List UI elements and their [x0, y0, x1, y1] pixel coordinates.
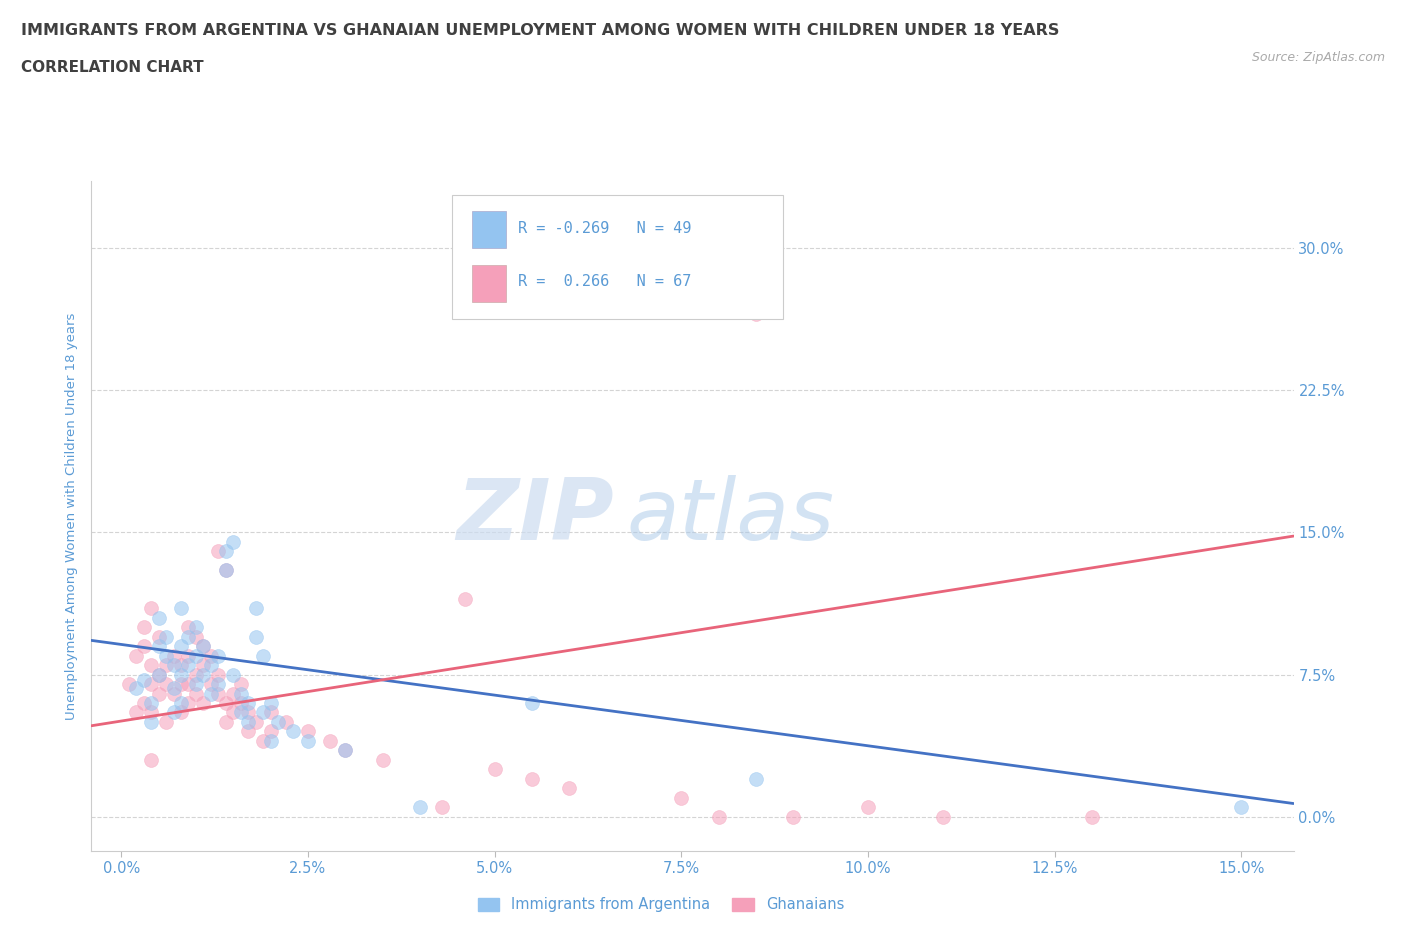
Text: ZIP: ZIP [457, 474, 614, 558]
Bar [472, 265, 506, 302]
Text: R =  0.266   N = 67: R = 0.266 N = 67 [519, 274, 692, 289]
Text: CORRELATION CHART: CORRELATION CHART [21, 60, 204, 75]
Bar [472, 211, 506, 248]
Text: Source: ZipAtlas.com: Source: ZipAtlas.com [1251, 51, 1385, 64]
Text: IMMIGRANTS FROM ARGENTINA VS GHANAIAN UNEMPLOYMENT AMONG WOMEN WITH CHILDREN UND: IMMIGRANTS FROM ARGENTINA VS GHANAIAN UN… [21, 23, 1060, 38]
Text: R = -0.269   N = 49: R = -0.269 N = 49 [519, 220, 692, 235]
Y-axis label: Unemployment Among Women with Children Under 18 years: Unemployment Among Women with Children U… [65, 312, 79, 720]
Legend: Immigrants from Argentina, Ghanaians: Immigrants from Argentina, Ghanaians [472, 891, 849, 918]
Text: atlas: atlas [626, 474, 834, 558]
FancyBboxPatch shape [451, 194, 783, 319]
